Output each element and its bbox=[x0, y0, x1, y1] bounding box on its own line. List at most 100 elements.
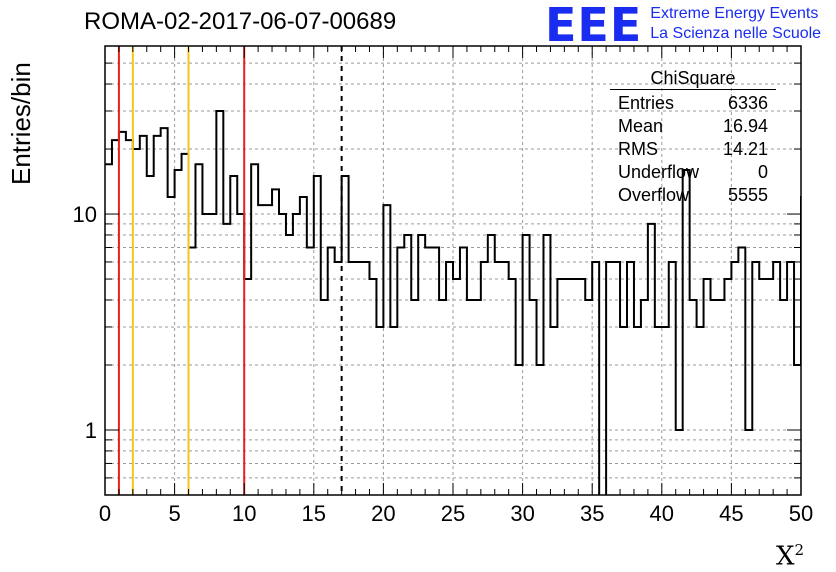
histogram-bin bbox=[787, 262, 794, 495]
histogram-bin bbox=[161, 128, 168, 495]
histogram-bin bbox=[564, 279, 571, 495]
histogram-bin bbox=[202, 214, 209, 495]
x-axis-label: X2 bbox=[776, 541, 804, 572]
histogram-bin bbox=[251, 164, 258, 495]
stats-row-mean: Mean 16.94 bbox=[610, 115, 776, 138]
stats-box: ChiSquare Entries 6336 Mean 16.94 RMS 14.21… bbox=[610, 68, 776, 207]
stats-value: 5555 bbox=[727, 185, 768, 205]
histogram-bin bbox=[307, 247, 314, 495]
histogram-bin bbox=[314, 176, 321, 495]
stats-row-entries: Entries 6336 bbox=[610, 92, 776, 115]
histogram-bin bbox=[279, 214, 286, 495]
histogram-bin bbox=[822, 300, 829, 495]
histogram-bin bbox=[356, 262, 363, 495]
histogram-bin bbox=[495, 262, 502, 495]
histogram-bin bbox=[126, 140, 133, 495]
histogram-bin bbox=[829, 300, 836, 495]
x-tick-label: 15 bbox=[302, 501, 326, 526]
y-tick-label: 10 bbox=[73, 202, 97, 227]
histogram-bin bbox=[773, 262, 780, 495]
histogram-bin bbox=[488, 235, 495, 495]
histogram-bin bbox=[655, 327, 662, 495]
logo-text: Extreme Energy Events La Scienza nelle S… bbox=[650, 4, 821, 44]
histogram-bin bbox=[683, 170, 690, 495]
stats-label: Overflow bbox=[618, 185, 690, 205]
histogram-bin bbox=[453, 279, 460, 495]
histogram-bin bbox=[571, 279, 578, 495]
histogram-bin bbox=[112, 140, 119, 495]
stats-row-overflow: Overflow 5555 bbox=[610, 184, 776, 207]
histogram-bin bbox=[439, 300, 446, 495]
histogram-bin bbox=[140, 136, 147, 495]
histogram-bin bbox=[557, 279, 564, 495]
histogram-bin bbox=[258, 205, 265, 495]
histogram-bin bbox=[516, 365, 523, 495]
histogram-bin bbox=[286, 235, 293, 495]
logo-line-2: La Scienza nelle Scuole bbox=[650, 25, 822, 42]
histogram-bin bbox=[502, 262, 509, 495]
histogram-bin bbox=[509, 279, 516, 495]
histogram-bin bbox=[349, 262, 356, 495]
histogram-bin bbox=[481, 262, 488, 495]
histogram-bin bbox=[293, 214, 300, 495]
histogram-bin bbox=[537, 365, 544, 495]
histogram-bin bbox=[585, 300, 592, 495]
histogram-bin bbox=[662, 327, 669, 495]
histogram-bin bbox=[342, 176, 349, 495]
histogram-bin bbox=[328, 247, 335, 495]
logo-line-1: Extreme Energy Events bbox=[650, 5, 819, 22]
histogram-bin bbox=[321, 300, 328, 495]
run-title: ROMA-02-2017-06-07-00689 bbox=[84, 8, 397, 35]
x-tick-label: 40 bbox=[650, 501, 674, 526]
histogram-bin bbox=[724, 279, 731, 495]
x-tick-label: 20 bbox=[371, 501, 395, 526]
histogram-bin bbox=[369, 279, 376, 495]
histogram-bin bbox=[230, 176, 237, 495]
histogram-bin bbox=[578, 279, 585, 495]
y-tick-label: 1 bbox=[85, 418, 97, 443]
histogram-bin bbox=[648, 224, 655, 495]
histogram-bin bbox=[613, 262, 620, 495]
histogram-bin bbox=[411, 300, 418, 495]
histogram-bin bbox=[404, 235, 411, 495]
histogram-bin bbox=[432, 247, 439, 495]
histogram-bin bbox=[363, 262, 370, 495]
x-tick-label: 10 bbox=[232, 501, 256, 526]
histogram-bin bbox=[627, 262, 634, 495]
histogram-bin bbox=[523, 235, 530, 495]
histogram-bin bbox=[154, 136, 161, 495]
x-tick-label: 0 bbox=[99, 501, 111, 526]
histogram-bin bbox=[592, 262, 599, 495]
stats-label: Underflow bbox=[618, 162, 700, 182]
histogram-bin bbox=[801, 197, 808, 495]
histogram-bin bbox=[467, 300, 474, 495]
histogram-bin bbox=[620, 327, 627, 495]
stats-value: 16.94 bbox=[722, 116, 768, 136]
histogram-bin bbox=[780, 300, 787, 495]
histogram-bin bbox=[704, 279, 711, 495]
histogram-bin bbox=[474, 300, 481, 495]
histogram-bin bbox=[397, 247, 404, 495]
histogram-bin bbox=[641, 300, 648, 495]
histogram-bin bbox=[390, 327, 397, 495]
x-tick-label: 30 bbox=[510, 501, 534, 526]
x-axis-label-exponent: 2 bbox=[794, 541, 804, 560]
x-tick-label: 50 bbox=[789, 501, 813, 526]
histogram-bin bbox=[418, 235, 425, 495]
histogram-bin bbox=[766, 279, 773, 495]
histogram-bin bbox=[376, 327, 383, 495]
histogram-bin bbox=[738, 247, 745, 495]
histogram-bin bbox=[175, 170, 182, 495]
stats-label: RMS bbox=[618, 139, 658, 159]
histogram-bin bbox=[752, 262, 759, 495]
histogram-series bbox=[105, 110, 801, 495]
histogram-bin bbox=[244, 279, 251, 495]
histogram-bin bbox=[425, 247, 432, 495]
histogram-bin bbox=[272, 189, 279, 495]
histogram-bin bbox=[237, 214, 244, 495]
histogram-bin bbox=[216, 111, 223, 495]
histogram-bin bbox=[745, 430, 752, 495]
x-tick-label: 5 bbox=[168, 501, 180, 526]
histogram-bin bbox=[815, 430, 822, 495]
